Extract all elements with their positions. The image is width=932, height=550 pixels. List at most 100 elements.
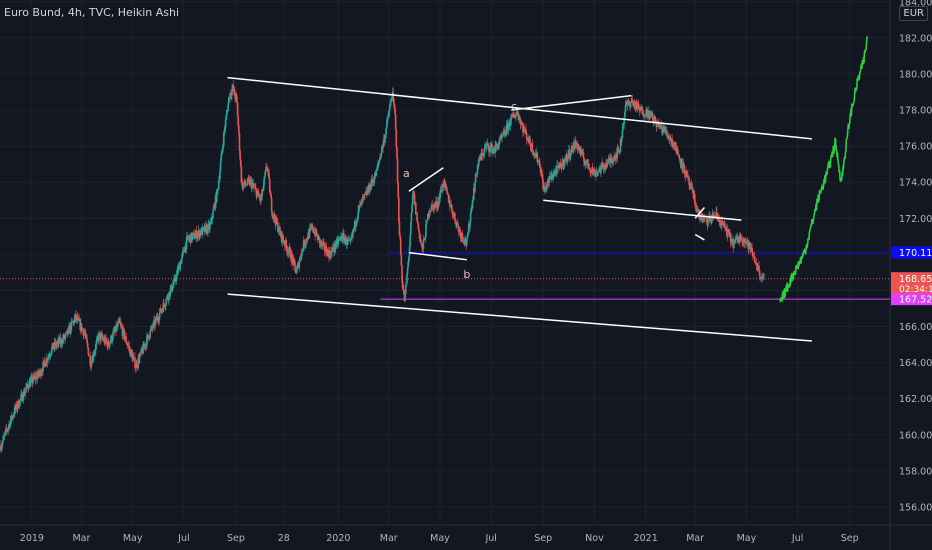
candle-body [356,218,359,223]
candle-body [559,163,562,167]
trendline [408,167,444,192]
candle-body [597,172,599,174]
candle-body [439,189,442,198]
candle-body [212,207,215,211]
candle-body [409,221,412,236]
candle-body [49,355,51,357]
candle-body [710,217,712,222]
candle-body [269,192,272,194]
candle-body [345,237,347,245]
candle-body [263,175,266,179]
candle-body [196,236,199,240]
candle-body [576,146,579,149]
candle-body [1,444,3,447]
candle-body [277,231,280,233]
candle-body [209,222,212,226]
currency-badge[interactable]: EUR [899,6,928,21]
candle-body [117,322,119,327]
candle-body [682,162,685,164]
candle-body [583,161,586,166]
candle-body [416,221,419,224]
candle-body [122,327,125,330]
candle-body [513,114,515,118]
candle-body [277,222,279,232]
candle-body [304,243,307,245]
price-tick-label: 166.00 [899,322,932,333]
candle-body [358,204,361,206]
candle-body [590,171,593,173]
candle-body [709,216,711,221]
candle-body [739,234,742,241]
candle-body [466,235,469,239]
candle-body [31,376,34,384]
time-tick-label: Jul [177,533,189,544]
candle-body [61,338,64,345]
candle-body [678,157,681,161]
candle-body [219,161,222,171]
candle-body [15,403,18,410]
candle-body [312,229,314,232]
candle-body [644,115,647,117]
candle-body [705,216,707,218]
candle-body [561,163,563,169]
candle-body [227,96,230,103]
candle-body [291,254,294,259]
candle-body [569,156,571,159]
candle-body [265,167,268,169]
candle-body [343,240,346,243]
candle-body [585,163,587,164]
candle-body [194,234,197,238]
candle-body [581,151,583,155]
candle-body [219,170,221,180]
candle-body [564,157,567,159]
candle-body [461,233,464,238]
candle-body [249,179,252,185]
candle-body [270,193,272,198]
candle-body [267,171,270,174]
candle-body [549,177,552,180]
candle-body [541,173,544,180]
candle-body [701,213,704,221]
candle-body [345,244,348,246]
price-tick-label: 176.00 [899,142,932,153]
candle-body [442,186,445,187]
candle-body [631,99,634,102]
candle-body [758,270,761,277]
candle-body [443,180,445,187]
time-tick-label: Mar [72,533,90,544]
candle-body [64,336,66,339]
candle-body [138,356,141,363]
candle-body [446,190,449,195]
candle-body [610,158,613,161]
candle-body [351,232,354,238]
candle-body [509,124,512,127]
candle-body [86,339,88,343]
candle-body [56,344,58,347]
candle-body [222,132,225,146]
candle-body [415,202,417,215]
candle-body [83,332,85,336]
candle-body [676,149,679,155]
candle-body [173,278,175,284]
candle-body [574,140,577,143]
candle-body [539,167,542,173]
candle-body [646,110,649,118]
candle-body [376,165,379,170]
candle-body [744,240,747,243]
candle-body [653,120,655,123]
candle-body [84,333,87,335]
price-label-box [891,246,932,259]
candle-body [388,108,391,115]
candle-body [413,194,416,205]
candle-body [303,239,306,247]
candle-body [100,334,102,340]
time-tick-label: Sep [534,533,552,544]
candle-body [584,163,587,166]
candle-body [628,101,631,104]
symbol-legend[interactable]: Euro Bund, 4h, TVC, Heikin Ashi [4,6,180,19]
candle-body [377,164,379,166]
candle-body [218,179,221,181]
price-label: 167.52 [891,293,932,306]
